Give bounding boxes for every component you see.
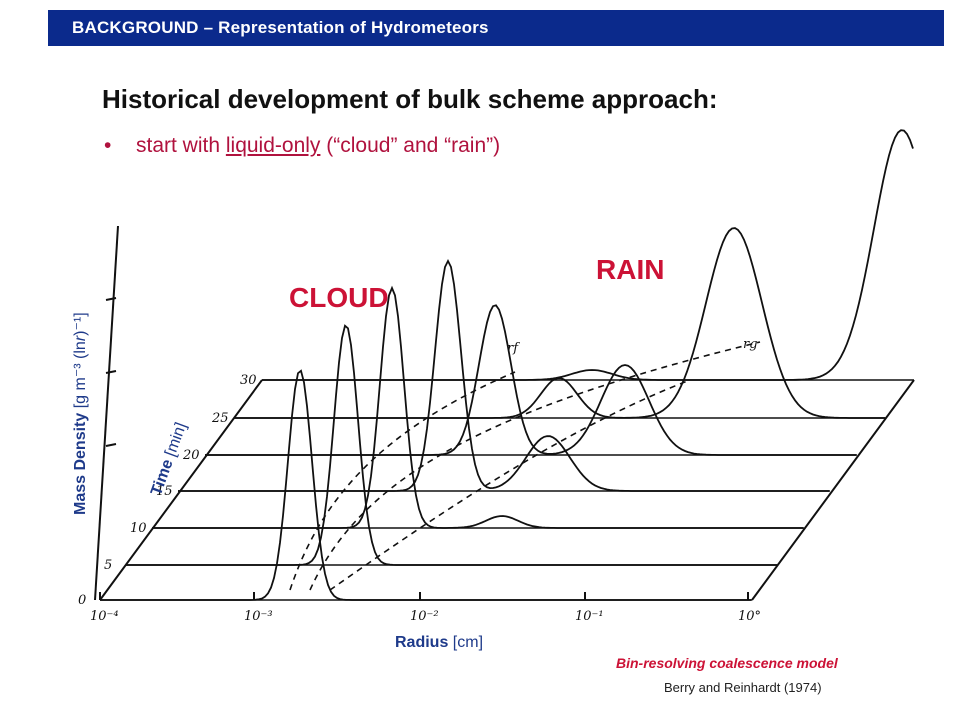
bullet-prefix: start with (136, 134, 226, 157)
y-axis-label-r: r (72, 335, 89, 342)
y-axis-label: Mass Density [g m⁻³ (lnr)⁻¹] (70, 312, 90, 515)
time-tick-label: 0 (78, 593, 86, 608)
right-edge-line (751, 379, 915, 601)
time-tick-label: 20 (182, 448, 200, 463)
time-tick-label: 10 (130, 521, 147, 536)
spectrum-curve (126, 324, 777, 566)
time-tick-label: 5 (104, 558, 112, 573)
marker-rf-label: rf (507, 341, 520, 356)
spectra-curves (100, 129, 914, 601)
radius-tick-label: 10° (738, 609, 761, 624)
caption-source: Berry and Reinhardt (1974) (664, 680, 822, 695)
figure-axes (94, 225, 915, 601)
time-axis-line (99, 379, 263, 601)
spectrum-curve (234, 227, 885, 419)
density-tick (105, 370, 117, 374)
dashed-ridge-rf (289, 371, 516, 591)
spectrum-curve (152, 285, 803, 529)
spectrum-curve (178, 258, 829, 492)
marker-rg-label: rg (743, 337, 758, 352)
density-tick (105, 297, 117, 301)
density-tick (105, 443, 117, 447)
x-axis-label: Radius [cm] (395, 634, 483, 652)
bullet-suffix: (“cloud” and “rain”) (320, 134, 501, 157)
bullet-underlined: liquid-only (225, 134, 321, 157)
caption-title: Bin-resolving coalescence model (616, 655, 838, 671)
dashed-ridge-mid (329, 379, 691, 591)
time-tick-label: 25 (211, 411, 229, 426)
radius-tick-label: 10⁻² (410, 609, 439, 624)
density-axis-line (94, 225, 119, 601)
x-axis-label-bold: Radius (395, 634, 449, 651)
header-bar: BACKGROUND – Representation of Hydromete… (48, 10, 944, 46)
radius-tick-label: 10⁻¹ (575, 609, 604, 624)
radius-tick-label: 10⁻⁴ (90, 609, 119, 624)
bullet-item: • start with liquid-only (“cloud” and “ra… (104, 134, 500, 158)
dashed-ridge-rg (309, 341, 761, 591)
time-tick-label: 15 (156, 484, 173, 499)
slide-title: Historical development of bulk scheme ap… (102, 84, 718, 114)
y-axis-label-unit-end: )⁻¹] (72, 312, 89, 336)
rain-label: RAIN (596, 254, 665, 285)
y-axis-label-unit: [g m⁻³ (ln (72, 341, 89, 413)
cloud-label: CLOUD (289, 282, 389, 313)
x-axis-label-unit: [cm] (448, 634, 484, 651)
bullet-dot: • (104, 134, 112, 157)
spectrum-curve (262, 129, 914, 381)
y-axis-label-bold: Mass Density (72, 412, 89, 515)
time-tick-label: 30 (240, 373, 257, 388)
tick-labels: 0 5 10 15 20 25 30 10⁻⁴ 10⁻³ 10⁻² 10⁻¹ 10° rf rg (78, 337, 761, 624)
radius-tick-label: 10⁻³ (244, 609, 273, 624)
header-title: BACKGROUND – Representation of Hydromete… (72, 18, 489, 37)
